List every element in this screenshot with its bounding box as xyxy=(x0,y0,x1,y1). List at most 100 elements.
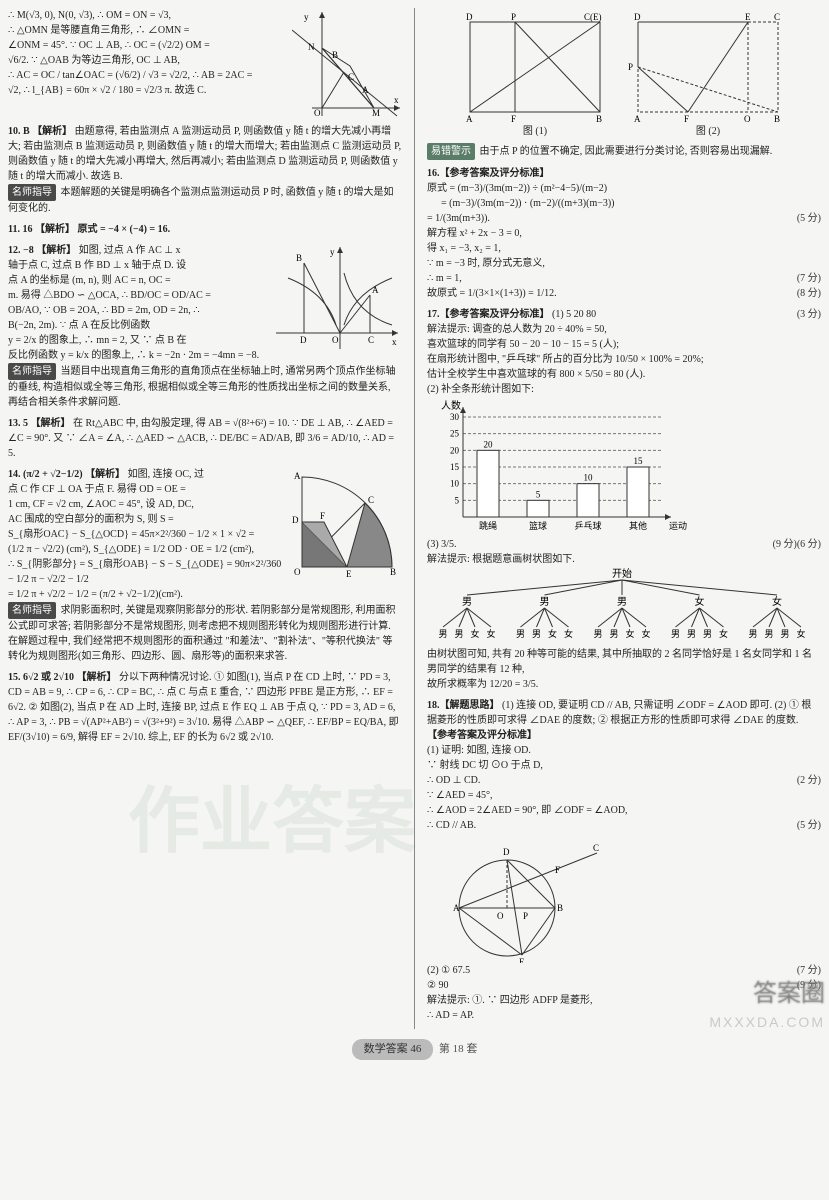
footer-center: 数学答案 46 xyxy=(364,1043,422,1055)
score: (5 分) xyxy=(797,211,821,226)
svg-text:男: 男 xyxy=(671,629,680,639)
svg-text:O: O xyxy=(314,108,321,118)
problem-9: y x O N B C A M ∴ M(√3, 0), N(0, √3), ∴ … xyxy=(8,8,402,118)
svg-text:M: M xyxy=(372,108,380,118)
p18-line: ∴ ∠AOD = 2∠AED = 90°, 即 ∠ODF = ∠AOD, xyxy=(427,803,821,818)
svg-text:F: F xyxy=(684,114,689,122)
svg-text:E: E xyxy=(519,957,525,963)
svg-text:D: D xyxy=(503,847,510,857)
svg-text:x: x xyxy=(392,337,397,347)
p18-line: ∵ 射线 DC 切 ⊙O 于点 D, xyxy=(427,758,821,773)
svg-text:O: O xyxy=(332,335,339,345)
p17-head: 17.【参考答案及评分标准】 xyxy=(427,309,550,320)
svg-text:C: C xyxy=(368,335,374,345)
p16-line: = 1/(3m(m+3)). xyxy=(427,213,490,224)
svg-text:15: 15 xyxy=(450,462,460,472)
svg-text:运动项目: 运动项目 xyxy=(669,521,687,531)
svg-text:10: 10 xyxy=(584,473,594,483)
p18-line: ∴ OD ⊥ CD. xyxy=(427,775,480,786)
svg-text:O: O xyxy=(294,567,301,577)
problem-16: 16.【参考答案及评分标准】 原式 = (m−3)/(3m(m−2)) ÷ (m… xyxy=(427,166,821,301)
guide-tag: 名师指导 xyxy=(8,602,56,619)
score: (6 分) xyxy=(797,537,821,552)
svg-text:男: 男 xyxy=(748,629,757,639)
svg-text:男: 男 xyxy=(764,629,773,639)
p18-line: ∴ CD // AB. xyxy=(427,820,476,831)
svg-text:30: 30 xyxy=(450,412,460,422)
p14-guide: 求阴影面积时, 关键是观察阴影部分的形状. 若阴影部分是常规图形, 利用面积公式… xyxy=(8,605,396,662)
page-footer: 数学答案 46 第 18 套 xyxy=(8,1039,821,1060)
p16-line: = (m−3)/(3m(m−2)) · (m−2)/((m+3)(m−3)) xyxy=(427,196,821,211)
p10-guide: 本题解题的关键是明确各个监测点监测运动员 P 时, 函数值 y 随 t 的增大是… xyxy=(8,187,393,214)
svg-text:E: E xyxy=(346,569,352,577)
svg-text:F: F xyxy=(320,511,325,521)
svg-text:B: B xyxy=(557,903,563,913)
p17-line: 由树状图可知, 共有 20 种等可能的结果, 其中所抽取的 2 名同学恰好是 1… xyxy=(427,647,821,677)
svg-text:C(E): C(E) xyxy=(584,12,602,22)
svg-text:C: C xyxy=(348,72,354,82)
svg-text:女: 女 xyxy=(486,628,495,639)
p14-line: 如图, 连接 OC, 过 xyxy=(128,469,204,480)
svg-text:y: y xyxy=(330,247,335,257)
svg-text:男: 男 xyxy=(438,629,447,639)
svg-text:女: 女 xyxy=(796,628,805,639)
svg-text:A: A xyxy=(453,903,460,913)
warn-text: 由于点 P 的位置不确定, 因此需要进行分类讨论, 否则容易出现漏解. xyxy=(480,146,773,157)
svg-text:女: 女 xyxy=(625,628,634,639)
svg-text:男: 男 xyxy=(532,629,541,639)
svg-text:男: 男 xyxy=(617,596,627,608)
tree-diagram: 开始男男男女女男男女女男男女女男男女女男男男女男男男女 xyxy=(427,567,817,647)
svg-text:男: 男 xyxy=(703,629,712,639)
p16-head: 16.【参考答案及评分标准】 xyxy=(427,166,821,181)
svg-text:A: A xyxy=(362,85,369,95)
fig1-caption: 图 (1) xyxy=(460,124,610,139)
svg-text:A: A xyxy=(372,285,379,295)
svg-text:5: 5 xyxy=(455,495,460,505)
svg-text:男: 男 xyxy=(780,629,789,639)
svg-text:女: 女 xyxy=(695,595,705,608)
svg-text:跳绳: 跳绳 xyxy=(479,520,497,531)
svg-text:B: B xyxy=(596,114,602,122)
problem-18: 18.【解题思路】 (1) 连接 OD, 要证明 CD // AB, 只需证明 … xyxy=(427,698,821,1023)
svg-text:25: 25 xyxy=(450,429,460,439)
svg-text:C: C xyxy=(593,843,599,853)
svg-text:20: 20 xyxy=(450,445,460,455)
corner-watermark: 答案圈 MXXXDA.COM xyxy=(709,976,825,1033)
guide-tag: 名师指导 xyxy=(8,184,56,201)
svg-text:男: 男 xyxy=(454,629,463,639)
p18-line: (1) 证明: 如图, 连接 OD. xyxy=(427,743,821,758)
svg-text:Q: Q xyxy=(744,114,751,122)
score: (3 分) xyxy=(797,307,821,322)
svg-text:F: F xyxy=(511,114,516,122)
svg-text:女: 女 xyxy=(470,628,479,639)
svg-text:女: 女 xyxy=(772,595,782,608)
p18-line: ② 90 xyxy=(427,980,448,991)
svg-text:人数: 人数 xyxy=(441,399,461,412)
p18-head: 18.【解题思路】 xyxy=(427,700,500,711)
svg-text:P: P xyxy=(523,911,528,921)
p16-line: 原式 = (m−3)/(3m(m−2)) ÷ (m²−4−5)/(m−2) xyxy=(427,181,821,196)
svg-text:A: A xyxy=(634,114,641,122)
p17-line: (2) 补全条形统计图如下: xyxy=(427,382,821,397)
svg-text:D: D xyxy=(466,12,473,22)
problem-10: 10. B 【解析】 由题意得, 若由监测点 A 监测运动员 P, 则函数值 y… xyxy=(8,124,402,216)
p17-line: 在扇形统计图中, "乒乓球" 所占的百分比为 10/50 × 100% = 20… xyxy=(427,352,821,367)
footer-right: 第 18 套 xyxy=(439,1043,478,1055)
svg-text:A: A xyxy=(294,471,301,481)
p18-line: (2) ① 67.5 xyxy=(427,965,470,976)
svg-text:D: D xyxy=(300,335,307,345)
svg-text:20: 20 xyxy=(484,439,494,449)
svg-text:乒乓球: 乒乓球 xyxy=(574,520,601,531)
problem-13: 13. 5 【解析】 在 Rt△ABC 中, 由勾股定理, 得 AB = √(8… xyxy=(8,416,402,461)
p12-head: 12. −8 【解析】 xyxy=(8,245,76,256)
svg-text:D: D xyxy=(292,515,299,525)
svg-text:5: 5 xyxy=(536,489,541,499)
p17-line: (1) 5 20 80 xyxy=(552,309,596,320)
svg-text:15: 15 xyxy=(634,456,644,466)
svg-text:男: 男 xyxy=(609,629,618,639)
guide-tag: 名师指导 xyxy=(8,363,56,380)
score: (7 分) xyxy=(797,271,821,286)
svg-text:男: 男 xyxy=(462,596,472,608)
p17-line: 故所求概率为 12/20 = 3/5. xyxy=(427,677,821,692)
svg-text:B: B xyxy=(390,567,396,577)
